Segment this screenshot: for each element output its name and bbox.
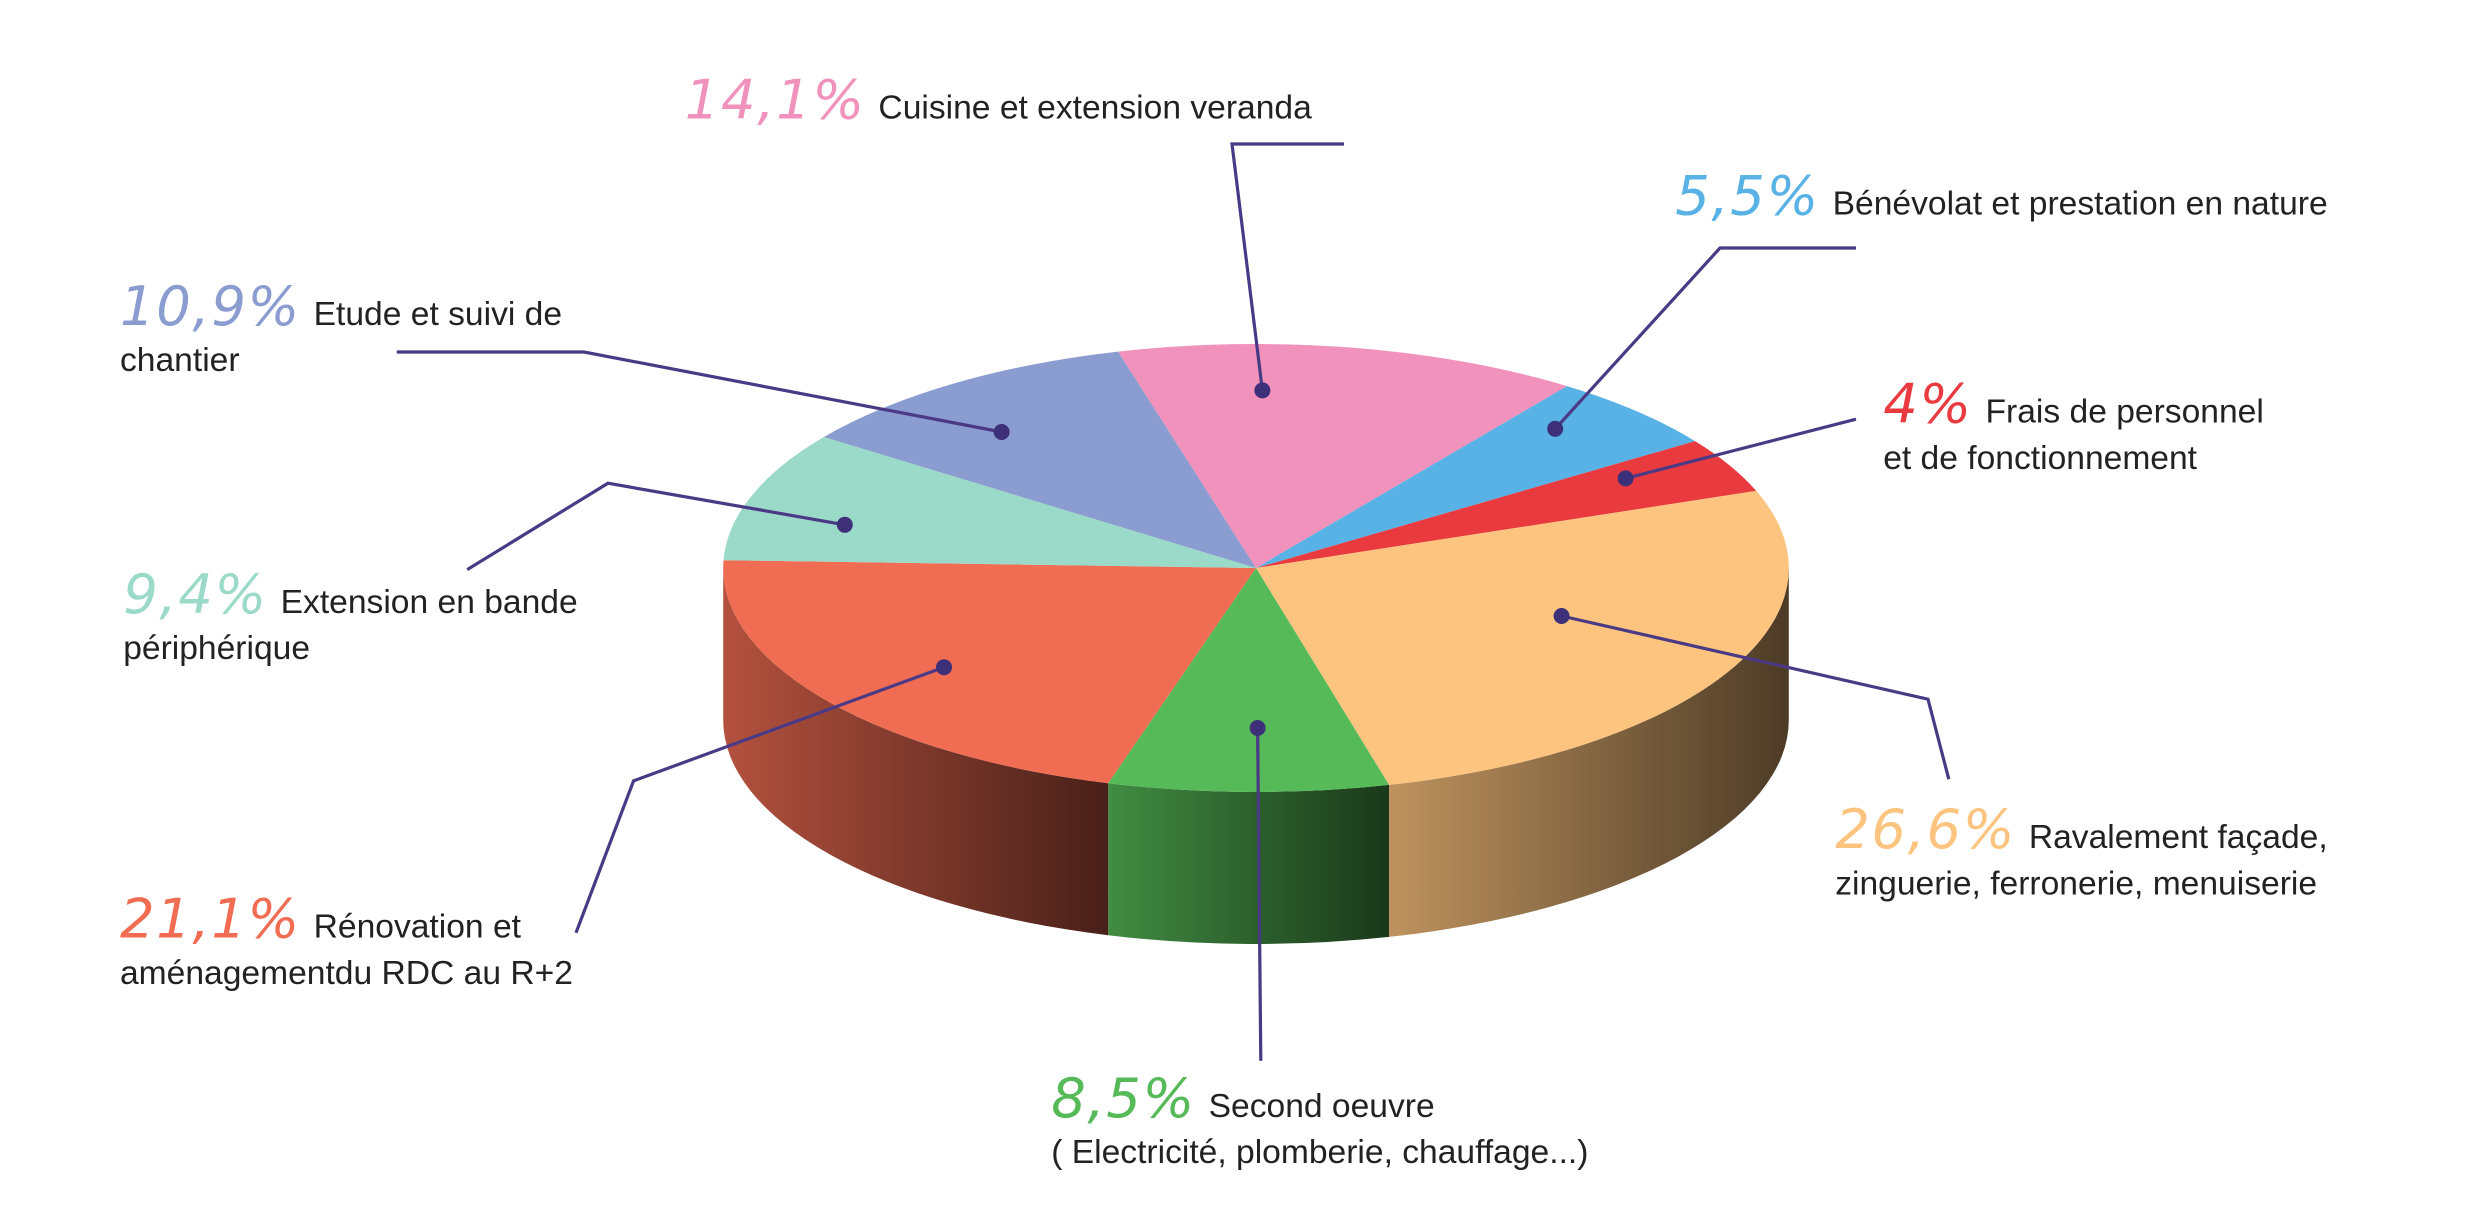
slice [1256,490,1789,785]
category-label: Rénovation et aménagementdu RDC au R+2 [120,908,573,992]
category-label: Bénévolat et prestation en nature [1832,185,2328,223]
slice-label: 4% Frais de personnel et de fonctionnemen… [1883,378,2264,482]
leader-line [1561,614,1951,780]
slice-label: 26,6% Ravalement façade, zinguerie, ferro… [1835,803,2328,907]
slice-label: 21,1% Rénovation et aménagementdu RDC au … [120,893,573,997]
leader-dot [1617,470,1634,487]
slice-label: 10,9% Etude et suivi de chantier [120,280,563,384]
category-label: Etude et suivi de chantier [120,296,563,380]
leader-dot [1254,382,1271,399]
category-label: Second oeuvre ( Electricité, plomberie, … [1051,1088,1589,1172]
leader-line [1230,142,1345,391]
leader-dot [1547,420,1564,437]
slice [1108,568,1390,792]
slice-side [1108,783,1390,944]
value-label: 26,6% [1835,798,2017,863]
category-label: Ravalement façade, zinguerie, ferronerie… [1835,819,2328,903]
leader-line [396,350,1002,434]
value-label: 8,5% [1051,1067,1196,1132]
leader-line [574,665,945,934]
leader-dot [993,424,1010,440]
slice [1256,386,1696,568]
value-label: 14,1% [684,68,866,133]
value-label: 9,4% [123,563,268,628]
category-label: Extension en bande périphérique [123,584,578,668]
leader-line [1625,417,1857,480]
value-label: 4% [1883,372,1973,437]
value-label: 10,9% [120,275,301,340]
slice-side [723,568,1109,936]
value-label: 5,5% [1675,164,1820,229]
leader-line [1256,727,1263,1061]
slice-label: 8,5% Second oeuvre ( Electricité, plomber… [1051,1072,1589,1176]
slice-side [1389,568,1789,937]
slice [823,351,1256,568]
slice [723,436,1256,568]
leader-dot [1249,720,1266,736]
slice-label: 5,5% Bénévolat et prestation en nature [1675,170,2328,227]
leader-dot [936,659,952,676]
value-label: 21,1% [120,888,301,952]
slice [723,560,1256,784]
slice [1118,344,1567,568]
leader-dot [836,516,853,533]
category-label: Cuisine et extension veranda [878,89,1312,127]
leader-dot [1553,608,1570,624]
leader-line [466,481,846,571]
leader-line [1554,246,1857,430]
slice-label: 9,4% Extension en bande périphérique [123,568,578,672]
category-label: Frais de personnel et de fonctionnement [1883,393,2264,477]
slice-label: 14,1% Cuisine et extension veranda [685,74,1312,131]
